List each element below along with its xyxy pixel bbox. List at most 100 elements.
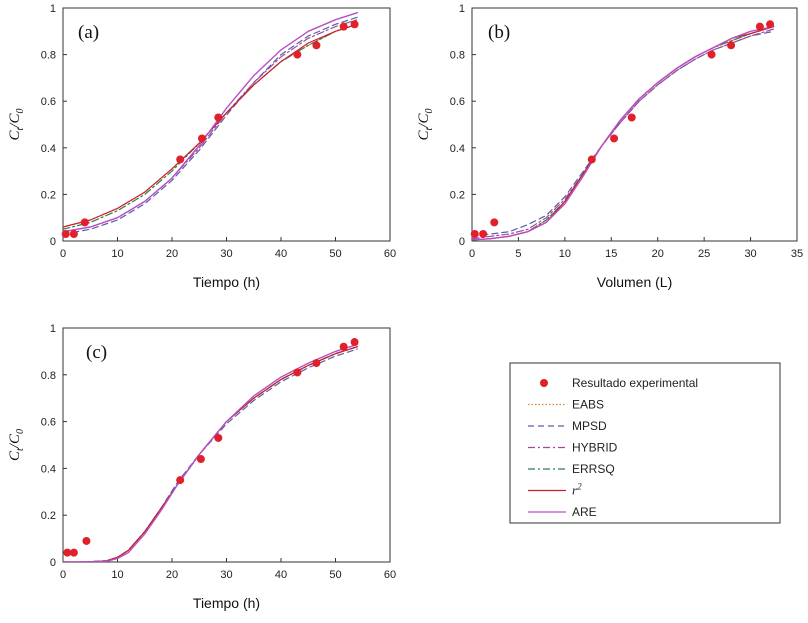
- series-line-mpsd: [63, 348, 358, 562]
- y-tick-label: 0: [50, 557, 56, 569]
- series-line-mpsd: [472, 30, 775, 237]
- y-tick-label: 0.2: [41, 189, 56, 201]
- series-line-are: [63, 11, 358, 233]
- experimental-point: [610, 134, 619, 143]
- experimental-point: [214, 433, 223, 442]
- x-axis-label: Tiempo (h): [193, 274, 260, 290]
- legend-label: ARE: [572, 505, 597, 519]
- series-line-r2: [63, 23, 358, 228]
- y-tick-label: 0.6: [41, 96, 56, 108]
- plot-frame: [62, 7, 391, 242]
- series-line-are: [472, 25, 775, 241]
- legend-frame: [509, 362, 781, 524]
- y-tick-label: 0.8: [41, 370, 56, 382]
- experimental-point: [470, 230, 479, 239]
- experimental-point: [63, 548, 72, 557]
- experimental-point: [176, 476, 185, 485]
- experimental-point: [707, 50, 716, 59]
- y-tick-label: 0.4: [41, 143, 56, 155]
- x-tick-label: 40: [275, 569, 287, 581]
- x-tick-label: 10: [111, 248, 123, 260]
- experimental-point: [727, 41, 736, 50]
- y-tick-label: 0.6: [41, 417, 56, 429]
- plot-frame: [62, 327, 391, 563]
- y-axis-label: Ct/C0: [416, 109, 435, 141]
- y-tick-label: 1: [50, 323, 56, 335]
- series-line-hybrid: [63, 19, 358, 233]
- y-label-sub-0: 0: [15, 429, 26, 434]
- x-tick-label: 30: [220, 248, 232, 260]
- legend-label: r2: [572, 482, 582, 498]
- y-label-sub-t: t: [15, 448, 26, 451]
- y-label-slash: /C: [416, 113, 432, 129]
- x-tick-label: 15: [605, 248, 617, 260]
- x-tick-label: 50: [329, 569, 341, 581]
- experimental-point: [339, 342, 348, 351]
- experimental-point: [214, 113, 223, 122]
- panel-label: (b): [488, 22, 510, 43]
- experimental-point: [350, 20, 359, 29]
- experimental-point: [587, 155, 596, 164]
- series-line-are: [63, 343, 358, 562]
- y-tick-label: 0.8: [450, 50, 465, 62]
- y-tick-label: 0: [50, 236, 56, 248]
- curves-group: [63, 11, 358, 235]
- experimental-point: [197, 134, 206, 143]
- x-tick-label: 25: [698, 248, 710, 260]
- y-label-sub-0: 0: [424, 109, 435, 114]
- y-label-slash: /C: [7, 113, 23, 129]
- legend-label: MPSD: [572, 419, 607, 433]
- x-tick-label: 60: [384, 569, 396, 581]
- x-tick-label: 0: [60, 569, 66, 581]
- experimental-point: [627, 113, 636, 122]
- curves-group: [63, 343, 358, 562]
- series-line-eabs: [63, 23, 358, 228]
- y-tick-label: 1: [50, 3, 56, 15]
- panel-a: 0 10 20 30 40 50 60 0 0.2 0.4 0.6 0.8 1 (a) Tiempo (h)…: [7, 3, 396, 290]
- y-label-c: C: [7, 450, 23, 461]
- experimental-point: [69, 548, 78, 557]
- experimental-point: [196, 455, 205, 464]
- legend-label: EABS: [572, 398, 604, 412]
- x-tick-label: 10: [559, 248, 571, 260]
- series-line-mpsd: [63, 16, 358, 235]
- x-tick-label: 10: [111, 569, 123, 581]
- y-label-slash: /C: [7, 433, 23, 449]
- y-tick-label: 0.6: [450, 96, 465, 108]
- y-label-sub-t: t: [15, 127, 26, 130]
- x-tick-label: 5: [515, 248, 521, 260]
- y-tick-label: 0: [459, 236, 465, 248]
- experimental-point: [82, 536, 91, 545]
- experimental-point: [69, 230, 78, 239]
- y-axis-label: Ct/C0: [7, 429, 26, 461]
- experimental-point: [293, 368, 302, 377]
- experimental-point: [479, 230, 488, 239]
- y-tick-label: 0.2: [450, 189, 465, 201]
- y-axis-label: Ct/C0: [7, 109, 26, 141]
- panel-label: (a): [78, 22, 99, 43]
- y-tick-label: 0.4: [450, 143, 465, 155]
- legend-label: ERRSQ: [572, 462, 615, 476]
- x-tick-label: 35: [791, 248, 803, 260]
- series-line-errsq: [472, 26, 775, 241]
- experimental-point: [61, 230, 70, 239]
- x-axis-label: Tiempo (h): [193, 595, 260, 611]
- legend: Resultado experimental EABS MPSD HYBRID ERRS…: [509, 362, 781, 524]
- legend-label: Resultado experimental: [572, 376, 698, 390]
- x-tick-label: 0: [60, 248, 66, 260]
- series-line-r2: [472, 26, 775, 241]
- panel-c: 0 10 20 30 40 50 60 0 0.2 0.4 0.6 0.8 1 (c) Tiempo (h)…: [7, 323, 396, 611]
- curves-group: [472, 25, 775, 241]
- experimental-point: [490, 218, 499, 227]
- legend-label-sup: 2: [577, 482, 582, 492]
- x-tick-label: 0: [469, 248, 475, 260]
- legend-label: HYBRID: [572, 441, 618, 455]
- y-tick-label: 0.4: [41, 463, 56, 475]
- experimental-point: [80, 218, 89, 227]
- series-line-eabs: [63, 346, 358, 562]
- experimental-point: [293, 50, 302, 59]
- experimental-point: [312, 359, 321, 368]
- panel-b: 0 5 10 15 20 25 30 35 0 0.2 0.4 0.6 0.8 1 (b) Volumen (…: [416, 3, 803, 290]
- experimental-point: [755, 22, 764, 31]
